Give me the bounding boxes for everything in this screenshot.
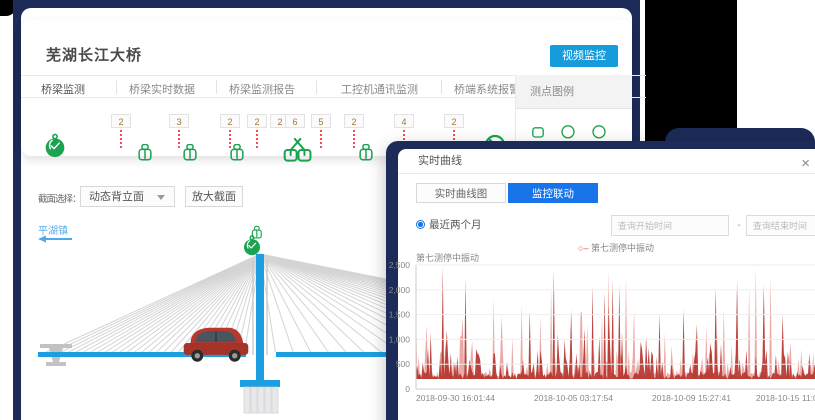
svg-text:2018-10-09 15:27:41: 2018-10-09 15:27:41	[652, 393, 731, 403]
svg-text:1,000: 1,000	[389, 334, 411, 344]
svg-text:2,000: 2,000	[389, 285, 411, 295]
svg-text:2018-10-15 11:03:41: 2018-10-15 11:03:41	[756, 393, 815, 403]
svg-text:2018-09-30 16:01:44: 2018-09-30 16:01:44	[416, 393, 495, 403]
svg-text:0: 0	[405, 384, 410, 394]
svg-text:2018-10-05 03:17:54: 2018-10-05 03:17:54	[534, 393, 613, 403]
svg-text:1,500: 1,500	[389, 310, 411, 320]
svg-text:2,500: 2,500	[389, 260, 411, 270]
svg-text:500: 500	[396, 359, 410, 369]
